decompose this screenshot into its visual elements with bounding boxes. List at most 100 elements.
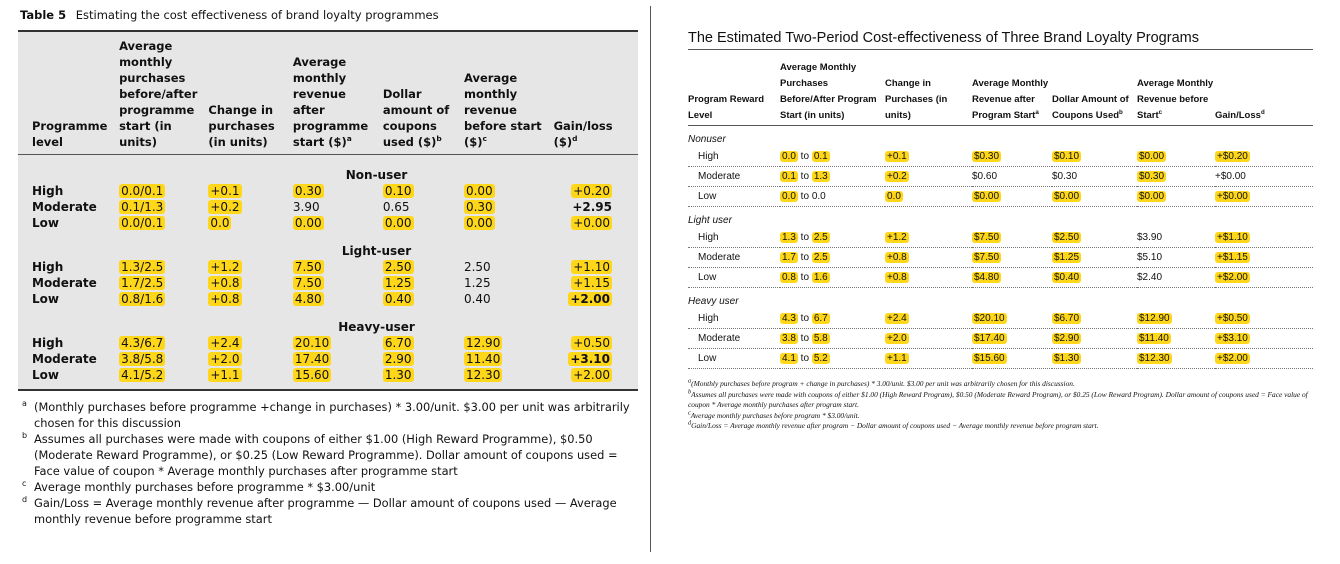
table-cell: $0.60 bbox=[972, 166, 1052, 187]
right-column-header: Program Reward Level bbox=[688, 60, 780, 126]
cell-value: +$3.10 bbox=[1215, 333, 1250, 344]
table-cell: $3.90 bbox=[1137, 228, 1215, 248]
left-table-box: Programme level Average monthly purchases… bbox=[18, 30, 638, 391]
table-cell: 0.0 bbox=[885, 186, 972, 207]
table-cell: 0.8/1.6 bbox=[119, 291, 208, 307]
table-cell: +$0.00 bbox=[1215, 166, 1313, 187]
left-column-header-text: Dollar amount of coupons used ($) bbox=[382, 87, 450, 149]
footnote-mark: a bbox=[688, 377, 692, 385]
right-table-body: Nonuser High 0.0 to 0.1 +0.1 $0.30 $0.10 $0.00… bbox=[688, 126, 1313, 369]
left-group-row: Light-user bbox=[18, 231, 638, 259]
cell-value: 3.8/5.8 bbox=[119, 352, 166, 366]
left-column-header-text: Gain/loss ($) bbox=[553, 119, 613, 149]
table-cell: +0.2 bbox=[208, 199, 293, 215]
table-cell: $12.90 bbox=[1137, 309, 1215, 329]
left-header-row: Programme level Average monthly purchases… bbox=[18, 38, 638, 155]
purchase-range: 0.0 to 0.0 bbox=[780, 186, 885, 207]
cell-value: $0.00 bbox=[1137, 191, 1167, 202]
after-value: 0.0 bbox=[811, 191, 826, 202]
left-column-header: Programme level bbox=[18, 38, 119, 155]
purchase-range: 1.7 to 2.5 bbox=[780, 247, 885, 268]
cell-value: 2.90 bbox=[382, 352, 414, 366]
after-value: 2.5 bbox=[811, 252, 830, 263]
cell-value: 15.60 bbox=[292, 368, 332, 382]
table-cell: 0.10 bbox=[382, 183, 464, 199]
table-cell: 0.1/1.3 bbox=[119, 199, 208, 215]
cell-value: +1.1 bbox=[208, 368, 242, 382]
table-cell: 4.80 bbox=[292, 291, 383, 307]
cell-value: +1.1 bbox=[885, 353, 909, 364]
cell-value: +2.4 bbox=[208, 336, 242, 350]
table-cell: 1.7/2.5 bbox=[119, 275, 208, 291]
table-cell: +1.2 bbox=[208, 259, 293, 275]
right-group-row: Nonuser bbox=[688, 126, 1313, 148]
cell-value: 20.10 bbox=[292, 336, 332, 350]
table-cell: 12.90 bbox=[463, 335, 554, 351]
cell-value: $2.40 bbox=[1137, 272, 1163, 283]
cell-value: 1.3/2.5 bbox=[119, 260, 166, 274]
right-table-panel: The Estimated Two-Period Cost-effectiven… bbox=[688, 30, 1313, 432]
cell-value: $11.40 bbox=[1137, 333, 1171, 344]
table-cell: $0.00 bbox=[1137, 147, 1215, 167]
left-column-header: Average monthly revenue before start ($)… bbox=[464, 38, 554, 155]
left-group-spacer bbox=[18, 155, 119, 184]
purchase-range: 4.3 to 6.7 bbox=[780, 309, 885, 329]
table-cell: +0.20 bbox=[554, 183, 638, 199]
cell-value: 0.40 bbox=[463, 292, 491, 306]
cell-value: +2.00 bbox=[571, 368, 612, 382]
cell-value: +0.00 bbox=[571, 216, 612, 230]
table-cell: 3.90 bbox=[293, 199, 383, 215]
cell-value: +1.10 bbox=[571, 260, 612, 274]
footnote-mark: c bbox=[688, 409, 691, 417]
table-cell: +2.0 bbox=[208, 351, 293, 367]
row-level-label: Low bbox=[688, 267, 780, 288]
cell-value: 17.40 bbox=[292, 352, 332, 366]
row-level-label: High bbox=[688, 147, 780, 167]
table-cell: $0.00 bbox=[1137, 186, 1215, 207]
table-cell: 0.00 bbox=[463, 215, 554, 231]
after-value: 2.5 bbox=[811, 232, 830, 243]
footnote-text: Gain/Loss = Average monthly revenue afte… bbox=[34, 496, 617, 526]
before-value: 1.3 bbox=[780, 232, 798, 243]
left-table-row: Low 0.0/0.1 0.0 0.00 0.00 0.00 +0.00 bbox=[18, 215, 638, 231]
cell-value: +2.0 bbox=[208, 352, 242, 366]
before-value: 0.8 bbox=[780, 272, 798, 283]
table-cell: 20.10 bbox=[292, 335, 383, 351]
right-table-row: High 0.0 to 0.1 +0.1 $0.30 $0.10 $0.00 +$0.20 bbox=[688, 147, 1313, 167]
cell-value: $0.30 bbox=[972, 151, 1002, 162]
table-cell: +0.8 bbox=[208, 275, 293, 291]
table-cell: +$2.00 bbox=[1215, 267, 1313, 288]
table-cell: 2.50 bbox=[464, 259, 554, 275]
row-level-label: Low bbox=[32, 216, 59, 230]
table-cell: $0.30 bbox=[1137, 166, 1215, 187]
table-cell: $0.10 bbox=[1052, 147, 1137, 167]
left-column-header: Change in purchases (in units) bbox=[208, 38, 293, 155]
range-word: to bbox=[797, 191, 812, 202]
row-level-label: Moderate bbox=[32, 352, 97, 366]
cell-value: 1.25 bbox=[463, 276, 491, 290]
footnote-text: Assumes all purchases were made with cou… bbox=[34, 432, 618, 478]
table-cell: +1.1 bbox=[208, 367, 293, 383]
table-cell: $0.30 bbox=[1052, 166, 1137, 187]
table-cell: +3.10 bbox=[554, 351, 638, 367]
table-cell: 2.50 bbox=[382, 259, 464, 275]
cell-value: 0.8/1.6 bbox=[119, 292, 166, 306]
footnote-text: (Monthly purchases before programme +cha… bbox=[34, 400, 630, 430]
cell-value: $3.90 bbox=[1137, 232, 1163, 243]
cell-value: $17.40 bbox=[972, 333, 1007, 344]
footnote-text: (Monthly purchases before program + chan… bbox=[691, 379, 1075, 388]
cell-value: 0.65 bbox=[382, 200, 410, 214]
cell-value: 0.00 bbox=[463, 184, 495, 198]
left-table-row: High 1.3/2.5 +1.2 7.50 2.50 2.50 +1.10 bbox=[18, 259, 638, 275]
right-table-row: High 4.3 to 6.7 +2.4 $20.10 $6.70 $12.90 +$0.5… bbox=[688, 309, 1313, 329]
row-level-label: High bbox=[688, 228, 780, 248]
table-cell: +$0.00 bbox=[1215, 186, 1313, 207]
cell-value: +0.50 bbox=[571, 336, 612, 350]
cell-value: 0.30 bbox=[292, 184, 324, 198]
cell-value: 1.30 bbox=[382, 368, 414, 382]
right-group-row: Light user bbox=[688, 207, 1313, 229]
table-cell: 0.00 bbox=[292, 215, 383, 231]
left-footnotes: a (Monthly purchases before programme +ch… bbox=[22, 399, 638, 527]
cell-value: 4.80 bbox=[292, 292, 324, 306]
left-group-row: Heavy-user bbox=[18, 307, 638, 335]
